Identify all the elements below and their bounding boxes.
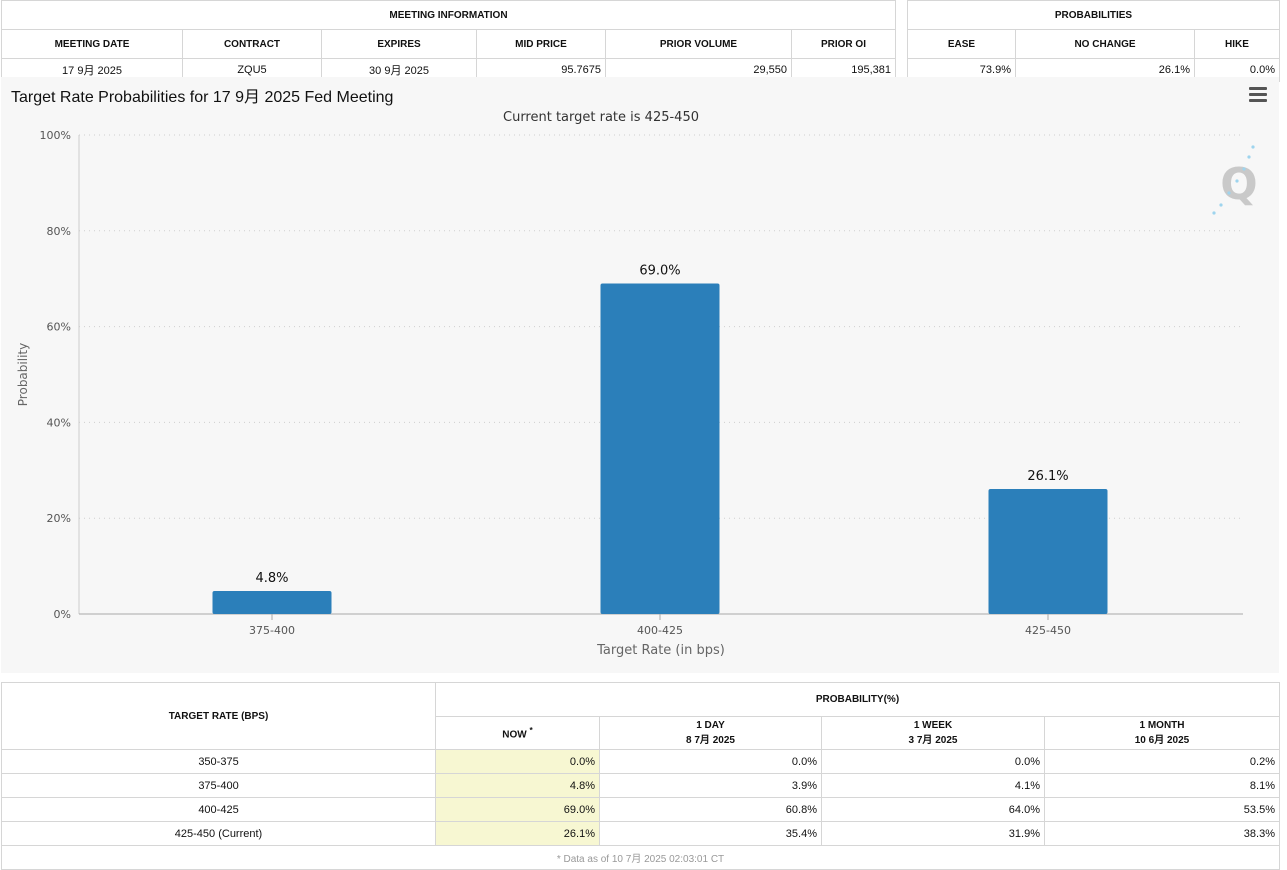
data-label: 69.0% — [639, 263, 680, 278]
meeting-information-title: MEETING INFORMATION — [1, 0, 896, 30]
now-cell: 0.0% — [435, 749, 600, 774]
now-cell: 26.1% — [435, 821, 600, 846]
1-month-cell: 0.2% — [1044, 749, 1280, 774]
now-asterisk: * — [529, 725, 533, 736]
header-prior-volume: PRIOR VOLUME — [605, 29, 792, 59]
logo-dot — [1251, 145, 1255, 149]
logo-dot — [1242, 167, 1246, 171]
now-label: NOW — [502, 729, 527, 741]
target-rate-chart: Current target rate is 425-450 0% 20% 40% 60… — [16, 110, 1258, 658]
y-tick-label: 100% — [40, 129, 71, 142]
header-meeting-date: MEETING DATE — [1, 29, 183, 59]
logo-dot — [1212, 211, 1216, 215]
y-tick-label: 80% — [47, 225, 71, 238]
table-row: 350-375 0.0% 0.0% 0.0% 0.2% — [1, 749, 1280, 774]
rate-cell: 350-375 — [1, 749, 436, 774]
1-week-label: 1 WEEK — [913, 720, 953, 731]
meeting-information-table: MEETING INFORMATION MEETING DATE CONTRAC… — [1, 0, 896, 82]
table-row: 400-425 69.0% 60.8% 64.0% 53.5% — [1, 797, 1280, 822]
1-day-cell: 35.4% — [599, 821, 822, 846]
now-cell: 69.0% — [435, 797, 600, 822]
header-prior-oi: PRIOR OI — [791, 29, 896, 59]
table-row: 425-450 (Current) 26.1% 35.4% 31.9% 38.3… — [1, 821, 1280, 846]
y-tick-label: 0% — [54, 608, 71, 621]
probabilities-title: PROBABILITIES — [907, 0, 1280, 30]
data-timestamp-footnote: * Data as of 10 7月 2025 02:03:01 CT — [1, 845, 1280, 870]
chart-title: Target Rate Probabilities for 17 9月 2025… — [11, 89, 394, 106]
header-1-day: 1 DAY 8 7月 2025 — [599, 716, 822, 750]
bar — [212, 591, 332, 614]
logo-dot — [1235, 179, 1239, 183]
q-logo: Q — [1220, 159, 1257, 210]
rate-cell: 375-400 — [1, 773, 436, 798]
y-axis-label: Probability — [16, 343, 30, 406]
chart-subtitle: Current target rate is 425-450 — [503, 110, 699, 125]
1-month-cell: 38.3% — [1044, 821, 1280, 846]
probabilities-summary-table: PROBABILITIES EASE NO CHANGE HIKE 73.9% … — [907, 0, 1280, 82]
target-rate-probability-table: TARGET RATE (BPS) PROBABILITY(%) NOW * 1… — [1, 682, 1280, 870]
1-day-cell: 60.8% — [599, 797, 822, 822]
header-1-week: 1 WEEK 3 7月 2025 — [821, 716, 1045, 750]
1-week-date: 3 7月 2025 — [908, 735, 958, 746]
bar — [600, 283, 720, 614]
header-ease: EASE — [907, 29, 1016, 59]
y-tick-label: 60% — [47, 321, 71, 334]
x-tick-label: 375-400 — [249, 624, 295, 637]
header-contract: CONTRACT — [182, 29, 322, 59]
1-month-cell: 53.5% — [1044, 797, 1280, 822]
data-label: 4.8% — [255, 571, 288, 586]
x-tick-label: 400-425 — [637, 624, 683, 637]
1-day-cell: 0.0% — [599, 749, 822, 774]
x-tick-label: 425-450 — [1025, 624, 1071, 637]
header-mid-price: MID PRICE — [476, 29, 606, 59]
logo-dot — [1247, 155, 1251, 159]
header-target-rate: TARGET RATE (BPS) — [1, 682, 436, 750]
1-week-cell: 31.9% — [821, 821, 1045, 846]
y-tick-label: 20% — [47, 512, 71, 525]
header-probability: PROBABILITY(%) — [435, 682, 1280, 717]
rate-cell: 400-425 — [1, 797, 436, 822]
header-now: NOW * — [435, 716, 600, 750]
1-month-date: 10 6月 2025 — [1134, 735, 1190, 746]
rate-cell: 425-450 (Current) — [1, 821, 436, 846]
y-tick-label: 40% — [47, 416, 71, 429]
bar — [988, 488, 1108, 614]
1-day-label: 1 DAY — [696, 720, 725, 731]
data-label: 26.1% — [1027, 469, 1068, 484]
1-day-date: 8 7月 2025 — [686, 735, 735, 746]
1-week-cell: 64.0% — [821, 797, 1045, 822]
1-week-cell: 4.1% — [821, 773, 1045, 798]
table-row: 375-400 4.8% 3.9% 4.1% 8.1% — [1, 773, 1280, 798]
logo-dot — [1227, 191, 1231, 195]
header-expires: EXPIRES — [321, 29, 477, 59]
1-month-cell: 8.1% — [1044, 773, 1280, 798]
1-week-cell: 0.0% — [821, 749, 1045, 774]
now-cell: 4.8% — [435, 773, 600, 798]
header-hike: HIKE — [1194, 29, 1280, 59]
logo-dot — [1219, 203, 1223, 207]
header-1-month: 1 MONTH 10 6月 2025 — [1044, 716, 1280, 750]
x-axis-label: Target Rate (in bps) — [596, 643, 725, 658]
1-month-label: 1 MONTH — [1139, 720, 1185, 731]
chart-container: Current target rate is 425-450 0% 20% 40% 60… — [1, 77, 1279, 673]
header-no-change: NO CHANGE — [1015, 29, 1195, 59]
1-day-cell: 3.9% — [599, 773, 822, 798]
chart-menu-icon[interactable] — [1249, 87, 1267, 103]
